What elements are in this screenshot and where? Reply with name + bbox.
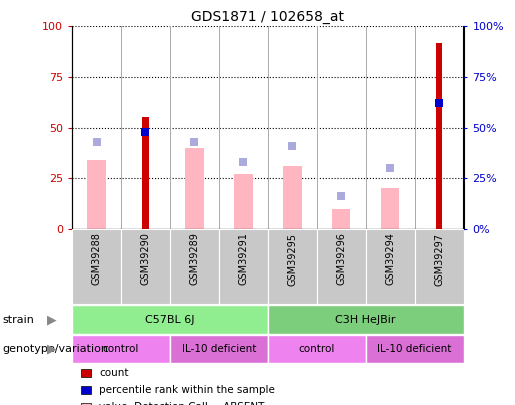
Text: GSM39291: GSM39291 <box>238 232 248 286</box>
Title: GDS1871 / 102658_at: GDS1871 / 102658_at <box>191 10 345 24</box>
Bar <box>268 229 317 304</box>
Text: C57BL 6J: C57BL 6J <box>145 315 195 324</box>
Text: GSM39295: GSM39295 <box>287 232 297 286</box>
Bar <box>219 229 268 304</box>
Text: control: control <box>103 344 139 354</box>
Text: GSM39294: GSM39294 <box>385 232 395 286</box>
Text: genotype/variation: genotype/variation <box>3 344 109 354</box>
Bar <box>366 335 464 363</box>
Bar <box>436 43 442 229</box>
Text: C3H HeJBir: C3H HeJBir <box>335 315 396 324</box>
Text: ▶: ▶ <box>47 313 57 326</box>
Text: count: count <box>99 369 129 378</box>
Text: GSM39290: GSM39290 <box>141 232 150 286</box>
Bar <box>81 369 92 377</box>
Bar <box>268 305 464 334</box>
Text: ▶: ▶ <box>47 343 57 356</box>
Text: control: control <box>299 344 335 354</box>
Bar <box>415 229 464 304</box>
Bar <box>72 229 121 304</box>
Text: IL-10 deficient: IL-10 deficient <box>377 344 452 354</box>
Bar <box>142 117 149 229</box>
Bar <box>170 229 219 304</box>
Text: GSM39288: GSM39288 <box>92 232 101 286</box>
Bar <box>185 148 204 229</box>
Bar <box>366 229 415 304</box>
Text: value, Detection Call = ABSENT: value, Detection Call = ABSENT <box>99 403 265 405</box>
Text: IL-10 deficient: IL-10 deficient <box>182 344 256 354</box>
Bar <box>283 166 302 229</box>
Bar <box>170 335 268 363</box>
Bar <box>72 335 170 363</box>
Bar <box>81 403 92 405</box>
Text: GSM39297: GSM39297 <box>434 232 444 286</box>
Bar <box>268 335 366 363</box>
Text: strain: strain <box>3 315 35 324</box>
Text: GSM39296: GSM39296 <box>336 232 346 286</box>
Bar <box>317 229 366 304</box>
Bar <box>234 174 253 229</box>
Bar <box>332 209 351 229</box>
Bar <box>381 188 400 229</box>
Text: GSM39289: GSM39289 <box>190 232 199 286</box>
Bar <box>72 305 268 334</box>
Bar <box>81 386 92 394</box>
Text: percentile rank within the sample: percentile rank within the sample <box>99 386 276 395</box>
Bar <box>121 229 170 304</box>
Bar <box>87 160 106 229</box>
